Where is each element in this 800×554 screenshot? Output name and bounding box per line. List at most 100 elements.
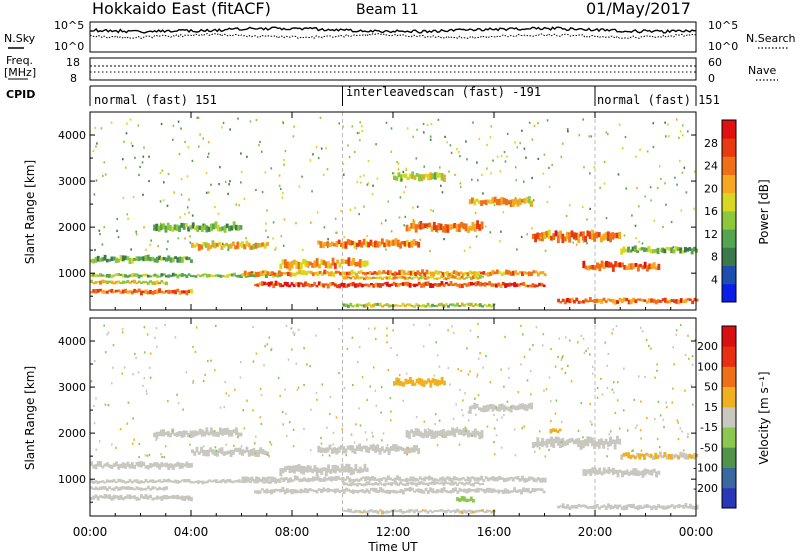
data-cell-band-14 bbox=[605, 260, 608, 268]
data-cell-scatter bbox=[98, 229, 101, 232]
data-cell-scatter bbox=[279, 395, 281, 398]
data-cell-band-10 bbox=[390, 446, 393, 452]
data-cell-band-17 bbox=[189, 430, 193, 439]
data-cell-band-16 bbox=[465, 303, 469, 306]
data-cell-band-7 bbox=[108, 258, 112, 262]
data-cell-band-10 bbox=[324, 447, 327, 454]
data-cell-band-6 bbox=[602, 504, 606, 508]
data-cell-band-14 bbox=[632, 468, 636, 476]
data-cell-band-4 bbox=[533, 284, 537, 288]
data-cell-band-4 bbox=[504, 283, 507, 288]
data-cell-band-8 bbox=[241, 449, 244, 456]
data-cell-band-4 bbox=[538, 282, 542, 287]
data-cell-band-7 bbox=[119, 463, 123, 468]
data-cell-scatter bbox=[254, 452, 257, 455]
data-cell-scatter bbox=[390, 127, 393, 130]
data-cell-scatter bbox=[338, 122, 340, 125]
data-cell-scatter bbox=[309, 159, 312, 162]
data-cell-band-4 bbox=[376, 490, 380, 493]
data-cell-scatter bbox=[239, 361, 242, 364]
data-cell-band-2 bbox=[242, 480, 246, 484]
power-plot-area bbox=[90, 112, 699, 310]
data-cell-scatter bbox=[606, 364, 609, 367]
data-cell-band-4 bbox=[260, 281, 264, 286]
data-cell-band-4 bbox=[370, 488, 373, 491]
data-cell-band-8 bbox=[256, 449, 260, 457]
data-cell-band-4 bbox=[440, 281, 444, 286]
data-cell-scatter bbox=[436, 354, 439, 357]
data-cell-band-6 bbox=[607, 503, 610, 508]
data-cell-scatter bbox=[161, 455, 163, 459]
data-cell-scatter bbox=[623, 367, 625, 370]
data-cell-band-9 bbox=[329, 468, 333, 474]
data-cell-band-7 bbox=[105, 462, 109, 467]
data-cell-band-10 bbox=[328, 444, 332, 450]
data-cell-band-6 bbox=[670, 299, 674, 302]
data-cell-band-3 bbox=[464, 478, 468, 482]
data-cell-scatter bbox=[506, 400, 509, 403]
data-cell-scatter bbox=[207, 152, 210, 155]
data-cell-scatter bbox=[366, 235, 368, 238]
data-cell-band-14 bbox=[616, 262, 620, 268]
data-cell-band-17 bbox=[223, 225, 227, 233]
data-cell-band-9 bbox=[293, 259, 296, 265]
data-cell-scatter bbox=[310, 408, 312, 411]
data-cell-band-4 bbox=[395, 282, 398, 287]
data-cell-scatter bbox=[591, 372, 594, 375]
data-cell-band-2 bbox=[233, 480, 237, 483]
data-cell-band-4 bbox=[324, 283, 328, 286]
data-cell-band-3 bbox=[461, 477, 465, 480]
data-cell-scatter bbox=[426, 123, 429, 127]
colorbar-tick-label: 20 bbox=[704, 182, 718, 195]
data-cell-scatter bbox=[489, 231, 492, 234]
data-cell-scatter bbox=[197, 116, 200, 119]
data-cell-scatter bbox=[369, 385, 371, 388]
data-cell-band-3 bbox=[398, 476, 402, 481]
data-cell-band-14 bbox=[591, 264, 595, 270]
data-cell-band-3 bbox=[241, 273, 245, 277]
data-cell-band-19 bbox=[462, 496, 466, 502]
colorbar-swatch bbox=[722, 120, 736, 139]
data-cell-band-8 bbox=[209, 244, 213, 249]
data-cell-band-13 bbox=[531, 442, 535, 449]
data-cell-band-3 bbox=[343, 478, 347, 481]
data-cell-band-8 bbox=[250, 449, 253, 456]
data-cell-band-17 bbox=[214, 431, 218, 437]
data-cell-band-14 bbox=[627, 471, 631, 476]
data-cell-band-3 bbox=[296, 476, 299, 481]
data-cell-band-2 bbox=[99, 480, 102, 483]
data-cell-scatter bbox=[685, 191, 688, 194]
data-cell-band-10 bbox=[321, 447, 325, 453]
data-cell-band-16 bbox=[415, 303, 419, 307]
data-cell-scatter bbox=[555, 399, 558, 402]
data-cell-band-13 bbox=[581, 440, 585, 449]
data-cell-band-3 bbox=[341, 271, 345, 276]
data-cell-scatter bbox=[93, 422, 96, 425]
data-cell-band-1 bbox=[108, 486, 112, 489]
data-cell-scatter bbox=[588, 135, 590, 138]
data-cell-scatter bbox=[342, 125, 344, 128]
data-cell-band-5 bbox=[349, 482, 353, 487]
data-cell-band-6 bbox=[636, 505, 640, 511]
data-cell-scatter bbox=[160, 453, 162, 456]
data-cell-band-10 bbox=[371, 443, 375, 452]
data-cell-scatter bbox=[270, 347, 273, 350]
data-cell-scatter bbox=[462, 399, 464, 402]
data-cell-band-2 bbox=[144, 273, 148, 277]
data-cell-band-3 bbox=[368, 476, 372, 482]
data-cell-scatter bbox=[460, 369, 462, 373]
data-cell-band-11 bbox=[423, 428, 427, 438]
data-cell-band-16 bbox=[428, 305, 432, 308]
data-cell-band-18 bbox=[443, 174, 446, 182]
data-cell-band-12 bbox=[521, 403, 524, 410]
data-cell-band-15 bbox=[647, 453, 651, 458]
data-cell-band-5 bbox=[385, 482, 389, 485]
data-cell-band-18 bbox=[431, 378, 435, 384]
data-cell-scatter bbox=[427, 427, 430, 431]
data-cell-band-16 bbox=[406, 510, 409, 513]
data-cell-scatter bbox=[115, 446, 117, 449]
data-cell-scatter bbox=[539, 236, 542, 239]
data-cell-band-9 bbox=[288, 261, 292, 271]
data-cell-band-3 bbox=[350, 269, 354, 275]
data-cell-band-3 bbox=[489, 477, 493, 481]
